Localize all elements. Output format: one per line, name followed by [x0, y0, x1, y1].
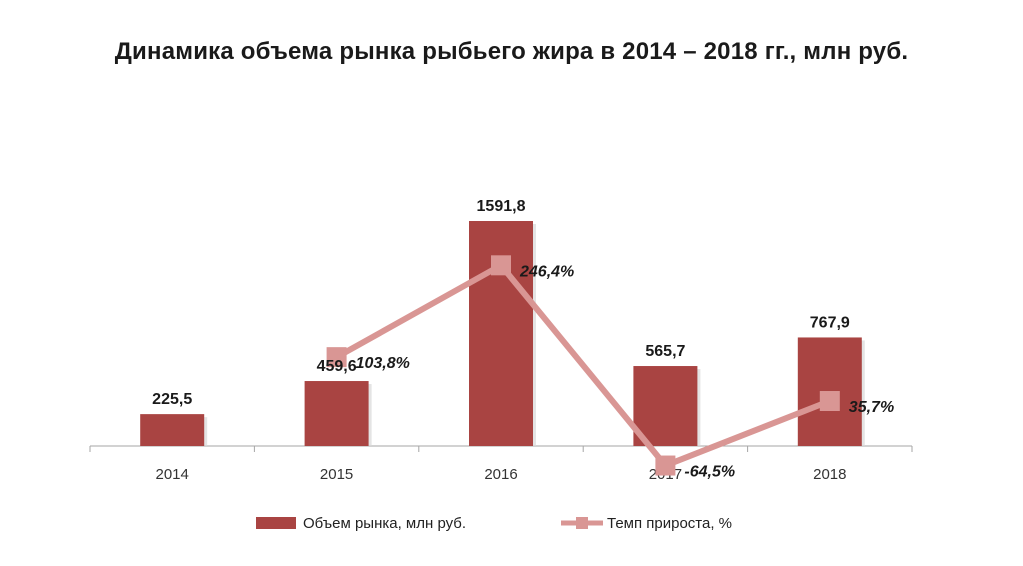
bar-value-label: 1591,8: [477, 198, 526, 215]
chart-title: Динамика объема рынка рыбьего жира в 201…: [114, 38, 909, 65]
x-tick-label: 2016: [484, 466, 517, 483]
bar-value-label: 225,5: [152, 391, 192, 408]
bar-series: [140, 221, 865, 446]
growth-rate-line: [335, 262, 831, 469]
bar: [469, 221, 533, 446]
growth-rate-label: 35,7%: [849, 399, 894, 416]
bar: [633, 366, 698, 446]
bar: [140, 414, 205, 446]
legend-bar-label: Объем рынка, млн руб.: [303, 515, 466, 532]
x-axis: 20142015201620172018: [89, 445, 913, 483]
legend: Объем рынка, млн руб. Темп прироста, %: [256, 515, 732, 532]
bar-value-label: 767,9: [810, 314, 850, 331]
bar-value-label: 459,6: [317, 358, 357, 375]
line-series: [326, 255, 840, 476]
growth-rate-marker: [326, 347, 347, 368]
growth-rate-label: -64,5%: [684, 464, 735, 481]
x-tick-label: 2014: [156, 466, 189, 483]
x-tick-label: 2018: [813, 466, 846, 483]
growth-rate-label: 246,4%: [519, 263, 574, 280]
growth-rate-marker: [491, 255, 511, 276]
bar-value-label: 565,7: [645, 343, 685, 360]
x-tick-label: 2015: [320, 466, 353, 483]
bar: [304, 381, 369, 446]
data-labels: 225,5 459,6 1591,8 565,7 767,9 103,8% 246,4% -6…: [152, 198, 894, 481]
growth-rate-marker: [819, 391, 840, 412]
legend-line-marker: [576, 517, 588, 529]
growth-rate-marker: [655, 455, 676, 476]
legend-bar-swatch: [256, 517, 296, 529]
legend-line-label: Темп прироста, %: [607, 515, 732, 532]
growth-rate-label: 103,8%: [356, 355, 410, 372]
